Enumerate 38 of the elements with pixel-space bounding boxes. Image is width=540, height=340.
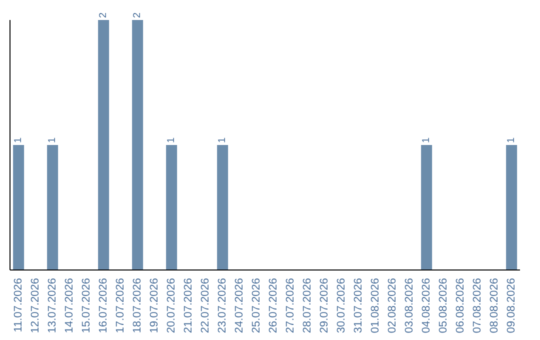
data-label: 1 [47, 137, 58, 143]
x-tick-label: 26.07.2026 [268, 278, 280, 334]
data-label: 2 [98, 12, 110, 18]
x-tick-label: 09.08.2026 [506, 278, 518, 334]
x-tick-label: 15.07.2026 [80, 278, 92, 334]
data-label: 2 [132, 12, 144, 18]
x-tick-label: 05.08.2026 [438, 278, 450, 334]
x-tick-label: 14.07.2026 [64, 278, 76, 334]
x-tick-label: 21.07.2026 [182, 278, 194, 334]
x-tick-label: 25.07.2026 [250, 278, 262, 334]
x-tick-label: 11.07.2026 [12, 278, 24, 332]
x-tick-label: 13.07.2026 [46, 278, 58, 334]
x-tick-label: 16.07.2026 [98, 278, 110, 334]
x-tick-label: 20.07.2026 [166, 278, 178, 334]
x-tick-label: 23.07.2026 [216, 278, 228, 334]
x-tick-label: 24.07.2026 [234, 278, 246, 334]
data-label: 1 [506, 137, 518, 143]
x-tick-label: 17.07.2026 [114, 278, 126, 334]
x-tick-label: 03.08.2026 [404, 278, 416, 334]
x-tick-label: 28.07.2026 [302, 278, 314, 334]
data-label: 1 [217, 137, 228, 143]
x-tick-label: 01.08.2026 [370, 278, 382, 334]
data-label: 1 [166, 137, 178, 143]
x-tick-label: 08.08.2026 [488, 278, 500, 334]
x-tick-label: 02.08.2026 [386, 278, 398, 334]
x-tick-label: 19.07.2026 [148, 278, 160, 334]
x-tick-label: 12.07.2026 [30, 278, 42, 334]
x-tick-label: 07.08.2026 [472, 278, 484, 334]
data-label: 1 [421, 137, 432, 143]
x-tick-label: 04.08.2026 [420, 278, 432, 334]
x-tick-label: 06.08.2026 [454, 278, 466, 334]
x-tick-label: 29.07.2026 [318, 278, 330, 334]
data-label: 1 [13, 137, 24, 143]
x-tick-label: 18.07.2026 [132, 278, 144, 334]
x-tick-label: 30.07.2026 [336, 278, 348, 334]
x-tick-label: 22.07.2026 [200, 278, 212, 334]
x-tick-label: 31.07.2026 [352, 278, 364, 334]
x-tick-label: 27.07.2026 [284, 278, 296, 334]
